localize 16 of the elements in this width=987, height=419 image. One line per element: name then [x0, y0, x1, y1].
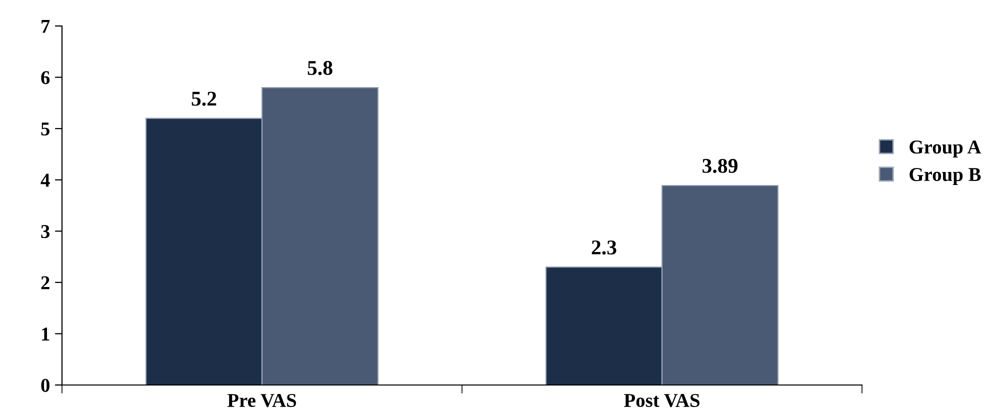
y-tick-label: 1	[42, 328, 50, 340]
y-tick-label: 6	[41, 71, 50, 84]
data-label: 3.89	[702, 158, 738, 174]
y-tick-label: 0	[41, 378, 50, 392]
x-tick-label: Pre VAS	[227, 394, 296, 408]
x-tick-label: Post VAS	[624, 394, 700, 408]
data-label: 5.2	[192, 92, 216, 106]
y-tick-label: 2	[41, 276, 50, 290]
data-label: 5.8	[308, 60, 332, 76]
legend-label: Group A	[910, 140, 982, 158]
legend-label: Group B	[910, 168, 981, 186]
y-tick-label: 5	[41, 122, 50, 136]
y-tick-label: 3	[41, 225, 50, 238]
y-tick-label: 4	[40, 174, 50, 187]
y-tick-label: 7	[42, 20, 50, 33]
data-label: 2.3	[592, 240, 616, 255]
